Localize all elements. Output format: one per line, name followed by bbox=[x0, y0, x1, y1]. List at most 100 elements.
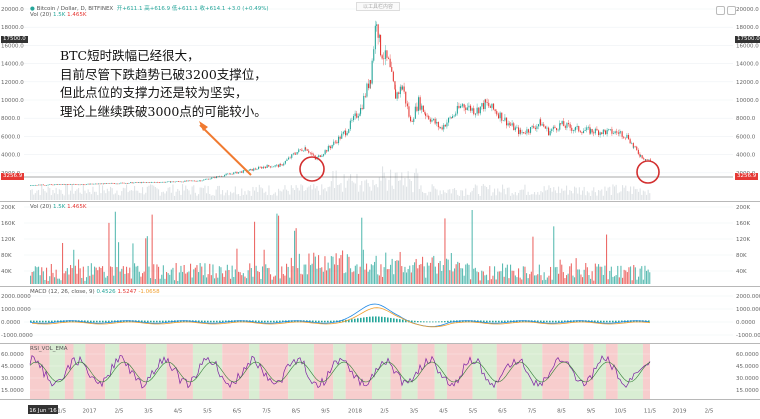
bg-volume-bar bbox=[594, 192, 596, 200]
macd-histogram-bar bbox=[321, 320, 323, 323]
volume-bar bbox=[183, 265, 185, 284]
bg-volume-bar bbox=[396, 172, 398, 200]
macd-histogram-bar bbox=[270, 320, 272, 323]
candle-body bbox=[606, 129, 608, 135]
candle-body bbox=[117, 183, 119, 185]
bg-volume-bar bbox=[319, 195, 321, 200]
bg-volume-bar bbox=[134, 185, 136, 200]
macd-histogram-bar bbox=[600, 320, 602, 323]
volume-bar bbox=[175, 263, 177, 284]
candle-body bbox=[266, 165, 268, 168]
current-price-tag: 3256.9 bbox=[735, 173, 759, 180]
macd-histogram-bar bbox=[402, 319, 404, 323]
bg-volume-bar bbox=[431, 184, 433, 200]
bg-volume-bar bbox=[196, 195, 198, 200]
rsi-axis-label: 60.0000 bbox=[736, 352, 759, 358]
bg-volume-bar bbox=[529, 195, 531, 200]
macd-histogram-bar bbox=[399, 319, 401, 323]
volume-bar bbox=[470, 279, 472, 284]
volume-bar bbox=[636, 279, 638, 284]
macd-histogram-bar bbox=[609, 320, 611, 323]
macd-pane[interactable]: 2000.0000 2000.0000 1000.0000 1000.0000 0.00… bbox=[0, 287, 760, 344]
candle-body bbox=[194, 180, 196, 182]
rsi-pane[interactable]: 60.0000 60.0000 45.0000 45.0000 30.0000 30.00… bbox=[0, 344, 760, 400]
candle-body bbox=[421, 105, 423, 110]
volume-bar bbox=[521, 279, 523, 284]
volume-bar bbox=[522, 266, 524, 284]
bg-volume-bar bbox=[185, 185, 187, 200]
macd-legend: MACD (12, 26, close, 9) 0.4526 1.5247 -1… bbox=[30, 289, 160, 295]
candle-body bbox=[408, 106, 410, 117]
macd-histogram-bar bbox=[429, 321, 431, 323]
time-axis-label: 7/5 bbox=[262, 409, 271, 415]
macd-histogram-bar bbox=[522, 320, 524, 323]
bg-volume-bar bbox=[55, 187, 57, 200]
macd-histogram-bar bbox=[162, 320, 164, 323]
bg-volume-bar bbox=[266, 195, 268, 200]
candle-body bbox=[466, 107, 468, 111]
bg-volume-bar bbox=[569, 190, 571, 200]
macd-histogram-bar bbox=[396, 318, 398, 323]
volume-chart[interactable]: 200K 200K 160K 160K 120K 120K 80K 80K 40K 40K bbox=[0, 202, 760, 286]
volume-pane[interactable]: 200K 200K 160K 160K 120K 120K 80K 80K 40K 40K Vol… bbox=[0, 202, 760, 287]
bg-volume-bar bbox=[345, 187, 347, 200]
candle-body bbox=[292, 153, 294, 155]
volume-bar bbox=[322, 271, 324, 284]
bg-volume-bar bbox=[225, 192, 227, 200]
volume-bar bbox=[545, 279, 547, 284]
candle-body bbox=[294, 153, 296, 155]
price-axis-label: 20000.0 bbox=[736, 7, 759, 13]
candle-body bbox=[414, 106, 416, 119]
time-axis-label: 4/5 bbox=[174, 409, 183, 415]
volume-bar bbox=[262, 266, 264, 284]
bg-volume-bar bbox=[39, 195, 41, 200]
candle-body bbox=[60, 184, 62, 185]
volume-bar bbox=[298, 253, 300, 284]
candle-body bbox=[437, 121, 439, 128]
candle-body bbox=[181, 181, 183, 183]
volume-bar bbox=[134, 263, 136, 284]
volume-bar bbox=[580, 274, 582, 284]
volume-bar bbox=[206, 277, 208, 284]
settings-icon[interactable] bbox=[716, 6, 725, 15]
bg-volume-bar bbox=[610, 194, 612, 200]
bg-volume-bar bbox=[636, 188, 638, 200]
vol-axis-label-left: 40K bbox=[1, 269, 12, 275]
candle-body bbox=[376, 24, 378, 26]
bg-volume-bar bbox=[543, 186, 545, 200]
macd-chart[interactable]: 2000.0000 2000.0000 1000.0000 1000.0000 0.00… bbox=[0, 287, 760, 343]
time-axis[interactable]: 11/5 2017 2/5 3/5 4/5 5/5 6/5 7/5 8/5 9/5 2018 2/5 3… bbox=[0, 400, 760, 415]
volume-bar bbox=[498, 271, 500, 284]
bg-volume-bar bbox=[164, 193, 166, 200]
camera-icon[interactable] bbox=[727, 6, 736, 15]
volume-bar bbox=[370, 264, 372, 284]
candle-body bbox=[576, 126, 578, 128]
bg-volume-bar bbox=[290, 185, 292, 200]
candle-body bbox=[386, 50, 388, 58]
volume-bar bbox=[564, 278, 566, 284]
price-chart[interactable]: 20000.0 20000.0 18000.0 18000.0 16000.0 16000… bbox=[0, 0, 760, 201]
rsi-chart[interactable]: 60.0000 60.0000 45.0000 45.0000 30.0000 30.00… bbox=[0, 344, 760, 399]
time-axis-label: 8/5 bbox=[292, 409, 301, 415]
candle-body bbox=[516, 127, 518, 129]
candle-body bbox=[514, 127, 516, 131]
bg-volume-bar bbox=[505, 194, 507, 200]
candle-body bbox=[436, 121, 438, 124]
macd-histogram-bar bbox=[204, 320, 206, 323]
bg-volume-bar bbox=[79, 192, 81, 200]
candle-body bbox=[319, 155, 321, 157]
macd-histogram-bar bbox=[330, 320, 332, 323]
bg-volume-bar bbox=[572, 193, 574, 200]
candle-body bbox=[476, 107, 478, 114]
candle-body bbox=[174, 181, 176, 183]
candle-body bbox=[370, 80, 372, 84]
bg-volume-bar bbox=[583, 186, 585, 200]
toolbar-hint[interactable]: 以工具栏内容 bbox=[356, 2, 401, 11]
price-pane[interactable]: 20000.0 20000.0 18000.0 18000.0 16000.0 16000… bbox=[0, 0, 760, 202]
macd-histogram-bar bbox=[615, 320, 617, 323]
volume-bar bbox=[57, 278, 59, 284]
volume-bar bbox=[346, 254, 348, 284]
volume-bar bbox=[220, 267, 222, 284]
bg-volume-bar bbox=[306, 187, 308, 200]
volume-bar bbox=[649, 272, 651, 284]
